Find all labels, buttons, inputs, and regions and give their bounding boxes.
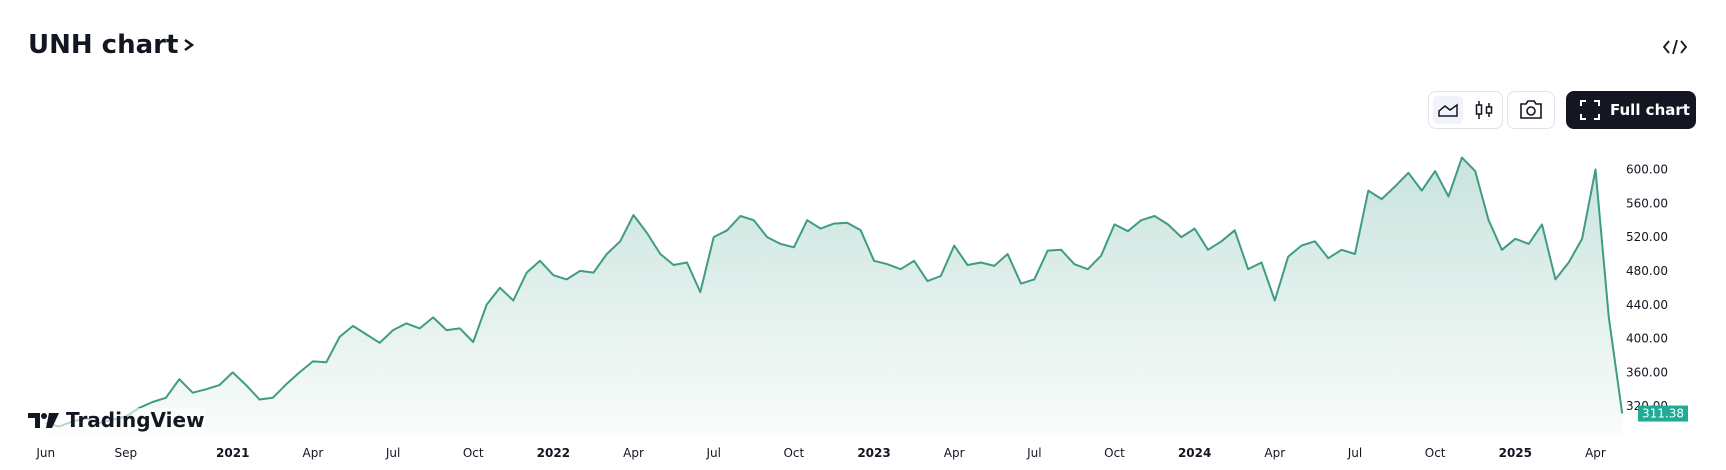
x-tick-label: Jul — [705, 446, 720, 460]
x-tick-label: Jul — [1026, 446, 1041, 460]
camera-icon — [1520, 100, 1542, 119]
y-tick-label: 520.00 — [1626, 230, 1668, 244]
area-fill — [45, 157, 1623, 435]
last-value-tag — [1638, 405, 1688, 422]
last-value-label: 311.38 — [1642, 407, 1684, 421]
logo-text[interactable]: TradingView — [66, 408, 205, 432]
chart-title[interactable]: UNH chart — [28, 30, 196, 60]
y-tick-label: 360.00 — [1626, 365, 1668, 379]
x-tick-label: Apr — [1264, 446, 1285, 460]
x-tick-label: 2025 — [1499, 446, 1532, 460]
x-tick-label: Oct — [783, 446, 804, 460]
chevron — [184, 38, 195, 52]
x-tick-label: 2021 — [216, 446, 249, 460]
x-tick-label: Jun — [35, 446, 55, 460]
x-tick-label: 2024 — [1178, 446, 1211, 460]
x-tick-label: 2023 — [857, 446, 890, 460]
x-tick-label: Apr — [944, 446, 965, 460]
y-tick-label: 480.00 — [1626, 264, 1668, 278]
y-tick-label: 560.00 — [1626, 196, 1668, 210]
expand-icon — [1580, 100, 1600, 120]
x-tick-label: Jul — [1347, 446, 1362, 460]
area-icon — [1438, 103, 1458, 117]
candle-style-button[interactable] — [1469, 96, 1499, 124]
x-tick-label: Oct — [1425, 446, 1446, 460]
logo[interactable]: TradingView — [28, 408, 205, 432]
y-tick-label: 440.00 — [1626, 298, 1668, 312]
x-tick-label: Oct — [463, 446, 484, 460]
snapshot-button[interactable] — [1507, 91, 1555, 129]
x-tick-label: Oct — [1104, 446, 1125, 460]
price-line — [45, 156, 1624, 428]
button-label[interactable]: Full chart — [1610, 101, 1690, 119]
title-text[interactable]: UNH chart — [28, 30, 179, 60]
chart-style-group — [1428, 91, 1503, 129]
logo-mark — [28, 413, 59, 428]
x-tick-label: Jul — [385, 446, 400, 460]
y-tick-label: 600.00 — [1626, 162, 1668, 176]
x-tick-label: Apr — [1585, 446, 1606, 460]
x-tick-label: Apr — [623, 446, 644, 460]
y-tick-label: 400.00 — [1626, 332, 1668, 346]
x-tick-label: Apr — [303, 446, 324, 460]
embed-icon[interactable] — [1662, 36, 1688, 58]
area-style-button[interactable] — [1433, 96, 1463, 124]
x-tick-label: Sep — [115, 446, 138, 460]
full-chart-button[interactable]: Full chart — [1566, 91, 1696, 129]
x-tick-label: 2022 — [537, 446, 570, 460]
